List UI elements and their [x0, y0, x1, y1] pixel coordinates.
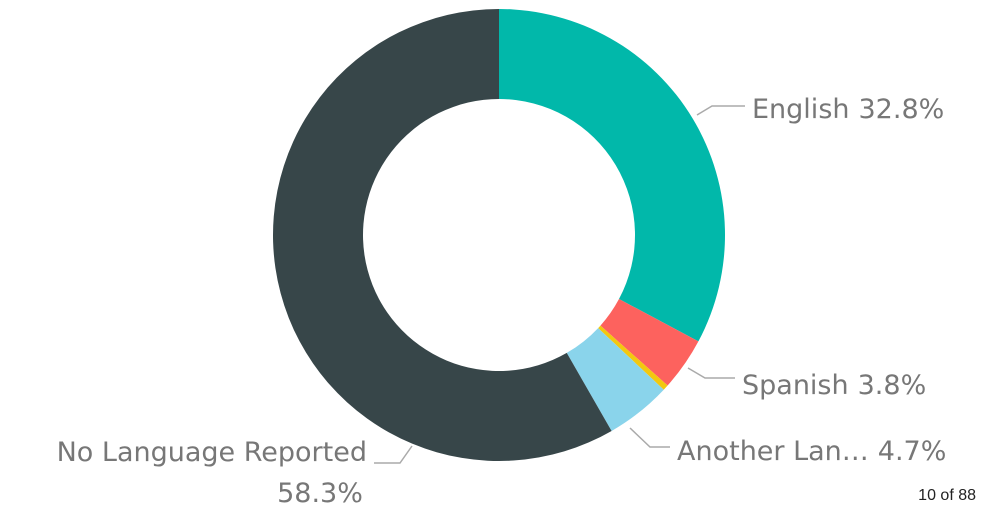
donut-slice: [598, 325, 668, 390]
value-label: 4.7%: [878, 436, 947, 467]
data-label: English 32.8%: [752, 94, 944, 125]
category-label: No Language Reported: [57, 437, 367, 468]
data-label: 58.3%: [277, 478, 363, 509]
category-label: English: [752, 94, 850, 125]
page-indicator: 10 of 88: [918, 487, 976, 504]
leader-line: [696, 105, 745, 116]
leader-line: [374, 445, 413, 464]
data-label: Another Lan… 4.7%: [677, 436, 946, 467]
value-label: 3.8%: [858, 370, 927, 401]
category-label: Another Lan…: [677, 436, 869, 467]
value-label: 32.8%: [859, 94, 945, 125]
category-label: Spanish: [742, 370, 849, 401]
donut-slice: [273, 9, 612, 462]
donut-slice: [499, 9, 725, 342]
leader-line: [629, 427, 670, 448]
leader-line: [687, 367, 735, 379]
data-label: Spanish 3.8%: [742, 370, 926, 401]
donut-slice: [566, 328, 664, 431]
donut-slice: [600, 299, 699, 386]
value-label: 58.3%: [277, 478, 363, 509]
data-label: No Language Reported: [57, 437, 367, 468]
